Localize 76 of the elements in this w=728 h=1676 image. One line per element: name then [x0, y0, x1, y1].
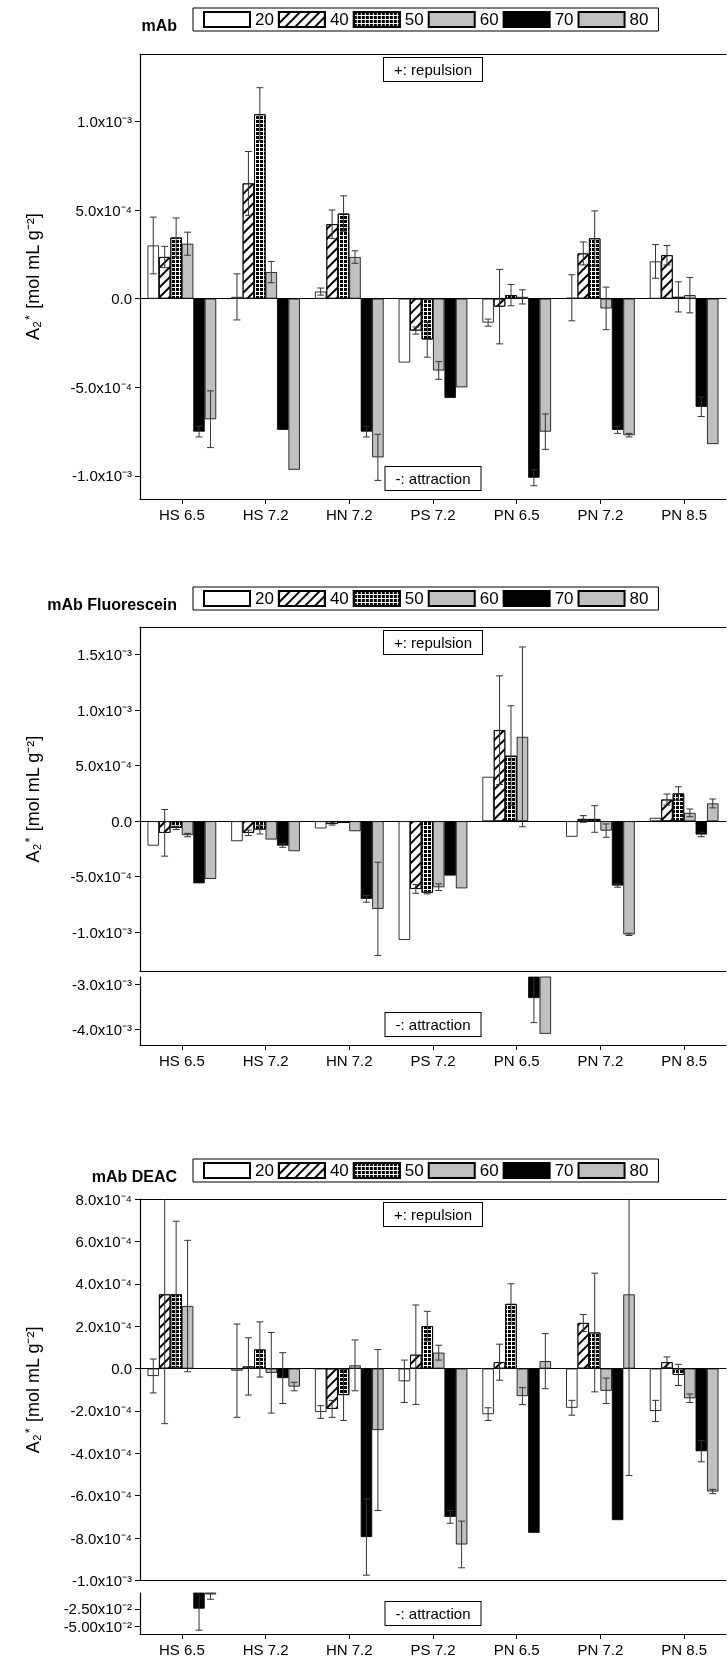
x-tick-label: PN 8.5 [661, 1641, 708, 1658]
legend-label: 50 [404, 10, 424, 29]
x-tick-label: HS 6.5 [158, 1641, 205, 1658]
y-tick-label: 6.0x10⁻⁴ [75, 1232, 132, 1250]
x-tick-label: PS 7.2 [410, 506, 456, 523]
legend-label: 50 [404, 1161, 424, 1180]
chart-title: mAb [141, 16, 178, 34]
y-tick-label: -5.00x10⁻² [63, 1617, 132, 1635]
y-axis-title: A₂* [mol mL g⁻²] [22, 213, 43, 341]
y-tick-label: -4.0x10⁻⁴ [70, 1444, 132, 1462]
y-tick-label: -1.0x10⁻³ [71, 467, 132, 485]
x-tick-label: PN 6.5 [493, 506, 540, 523]
x-tick-label: PN 7.2 [577, 506, 624, 523]
chart-title: mAb DEAC [91, 1167, 178, 1185]
y-tick-label: 1.5x10⁻³ [76, 646, 132, 664]
y-tick-label: 5.0x10⁻⁴ [75, 757, 132, 775]
y-tick-label: -1.0x10⁻³ [71, 923, 132, 941]
x-tick-label: PS 7.2 [410, 1052, 456, 1069]
x-tick-label: HN 7.2 [325, 1641, 373, 1658]
y-tick-label: 1.0x10⁻³ [76, 701, 132, 719]
y-tick-label: 0.0 [111, 1360, 132, 1378]
y-tick-label: 8.0x10⁻⁴ [75, 1190, 132, 1208]
legend-label: 20 [255, 1161, 274, 1180]
legend-label: 40 [329, 1161, 349, 1180]
chart-title: mAb Fluorescein [47, 595, 178, 613]
x-tick-label: HN 7.2 [325, 506, 373, 523]
y-tick-label: -5.0x10⁻⁴ [70, 868, 132, 886]
y-tick-label: -3.0x10⁻³ [71, 976, 132, 994]
legend-label: 20 [255, 589, 274, 608]
legend-label: 40 [329, 589, 349, 608]
x-tick-label: PS 7.2 [410, 1641, 456, 1658]
x-tick-label: PN 7.2 [577, 1641, 624, 1658]
y-axis-title: A₂* [mol mL g⁻²] [22, 1326, 43, 1454]
legend-label: 80 [629, 1161, 649, 1180]
annotation: -: attraction [395, 1605, 471, 1622]
y-tick-label: -1.0x10⁻³ [71, 1572, 132, 1589]
x-tick-label: PN 8.5 [661, 506, 708, 523]
legend-label: 70 [554, 10, 574, 29]
legend-label: 80 [629, 10, 649, 29]
y-tick-label: -2.50x10⁻² [63, 1600, 132, 1618]
legend-label: 50 [404, 589, 424, 608]
x-tick-label: PN 6.5 [493, 1052, 540, 1069]
y-tick-label: 5.0x10⁻⁴ [75, 201, 132, 219]
y-axis-title: A₂* [mol mL g⁻²] [22, 735, 43, 863]
x-tick-label: PN 6.5 [493, 1641, 540, 1658]
legend-label: 70 [554, 1161, 574, 1180]
legend-label: 80 [629, 589, 649, 608]
annotation: +: repulsion [394, 634, 472, 651]
x-tick-label: HN 7.2 [325, 1052, 373, 1069]
x-tick-label: HS 6.5 [158, 1052, 205, 1069]
y-tick-label: -5.0x10⁻⁴ [70, 378, 132, 396]
y-tick-label: 0.0 [111, 812, 132, 830]
x-tick-label: HS 7.2 [242, 1641, 289, 1658]
y-tick-label: 0.0 [111, 290, 132, 308]
x-tick-label: PN 8.5 [661, 1052, 708, 1069]
legend-label: 40 [329, 10, 349, 29]
legend-label: 60 [479, 589, 499, 608]
x-tick-label: PN 7.2 [577, 1052, 624, 1069]
legend-label: 70 [554, 589, 574, 608]
annotation: +: repulsion [394, 1206, 472, 1223]
y-tick-label: 2.0x10⁻⁴ [75, 1317, 132, 1335]
y-tick-label: -4.0x10⁻³ [71, 1020, 132, 1038]
x-tick-label: HS 6.5 [158, 506, 205, 523]
legend-label: 60 [479, 1161, 499, 1180]
y-tick-label: 4.0x10⁻⁴ [75, 1275, 132, 1293]
legend-label: 20 [255, 10, 274, 29]
annotation: -: attraction [395, 470, 471, 487]
y-tick-label: -2.0x10⁻⁴ [70, 1402, 132, 1420]
y-tick-label: -6.0x10⁻⁴ [70, 1487, 132, 1505]
annotation: +: repulsion [394, 61, 472, 78]
y-tick-label: 1.0x10⁻³ [76, 112, 132, 130]
y-tick-label: -8.0x10⁻⁴ [70, 1529, 132, 1547]
legend-label: 60 [479, 10, 499, 29]
x-tick-label: HS 7.2 [242, 1052, 289, 1069]
x-tick-label: HS 7.2 [242, 506, 289, 523]
annotation: -: attraction [395, 1016, 471, 1033]
